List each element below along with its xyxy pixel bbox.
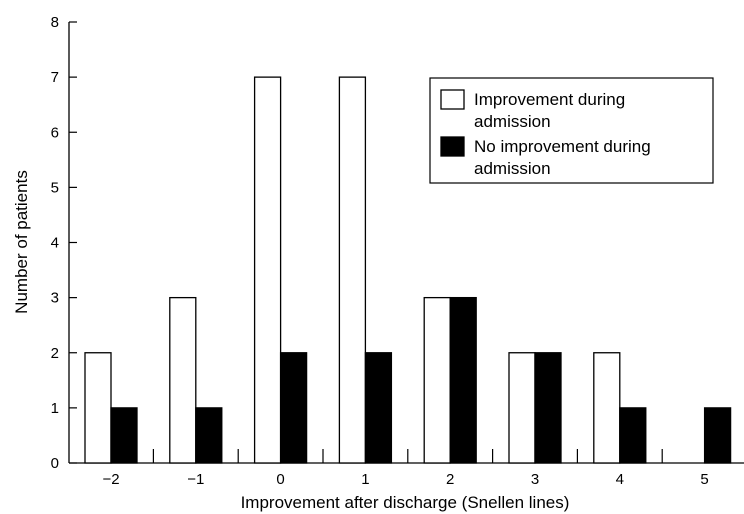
- y-tick-label: 6: [51, 124, 59, 141]
- bar-no-improvement: [110, 407, 138, 464]
- bar-improvement: [338, 76, 367, 464]
- bar-improvement: [253, 76, 282, 464]
- x-tick-label: 1: [361, 471, 369, 488]
- x-tick-label: −1: [187, 471, 204, 488]
- y-tick-label: 0: [51, 455, 59, 472]
- x-axis-title: Improvement after discharge (Snellen lin…: [241, 493, 570, 512]
- legend-swatch: [440, 89, 465, 110]
- legend: Improvement during admission No improvemen…: [429, 77, 714, 184]
- y-axis-title: Number of patients: [12, 170, 31, 314]
- x-tick-label: 2: [446, 471, 454, 488]
- bar-improvement: [423, 296, 451, 464]
- y-tick-label: 1: [51, 400, 59, 417]
- bar-no-improvement: [534, 352, 562, 464]
- legend-swatch: [440, 136, 465, 157]
- y-tick-label: 4: [51, 235, 59, 252]
- x-tick-label: −2: [102, 471, 119, 488]
- bars: [84, 76, 732, 464]
- bar-improvement: [169, 296, 197, 464]
- y-axis-ticks: 0 1 2 3 4 5 6 7 8: [51, 14, 77, 472]
- legend-label: admission: [474, 159, 551, 178]
- bar-improvement: [508, 352, 536, 464]
- bar-no-improvement: [619, 407, 647, 464]
- legend-label: admission: [474, 112, 551, 131]
- x-tick-label: 5: [700, 471, 708, 488]
- y-tick-label: 7: [51, 69, 59, 86]
- bar-no-improvement: [279, 352, 308, 464]
- bar-no-improvement: [195, 407, 223, 464]
- bar-no-improvement: [364, 352, 393, 464]
- x-tick-label: 4: [616, 471, 624, 488]
- legend-box: [429, 77, 714, 184]
- x-tick-label: 3: [531, 471, 539, 488]
- legend-label: Improvement during: [474, 90, 625, 109]
- bar-no-improvement: [703, 407, 732, 464]
- x-axis-ticks: −2 −1 0 1 2 3 4 5: [102, 449, 709, 488]
- bar-improvement: [593, 352, 621, 464]
- y-tick-label: 2: [51, 345, 59, 362]
- bar-improvement: [84, 352, 112, 464]
- y-tick-label: 8: [51, 14, 59, 31]
- legend-label: No improvement during: [474, 137, 651, 156]
- x-tick-label: 0: [276, 471, 284, 488]
- y-tick-label: 5: [51, 179, 59, 196]
- y-tick-label: 3: [51, 290, 59, 307]
- bar-no-improvement: [449, 296, 477, 464]
